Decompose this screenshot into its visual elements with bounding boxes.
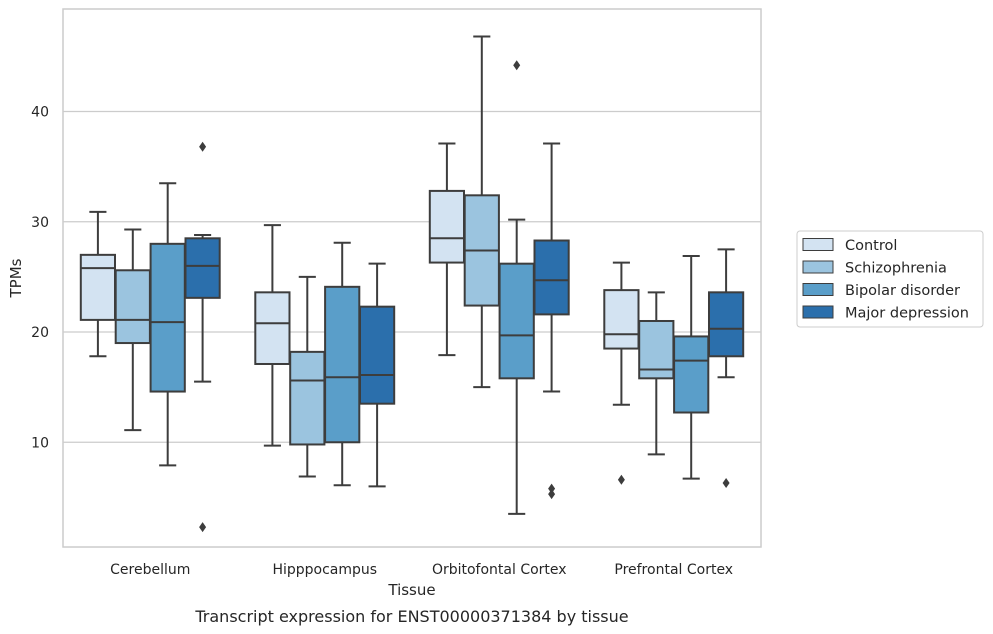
y-tick-label: 30 <box>31 215 49 231</box>
legend-label: Control <box>845 238 897 254</box>
box-iqr <box>498 262 535 380</box>
legend-swatch <box>802 305 834 319</box>
box-iqr <box>184 237 221 299</box>
box-3-3 <box>707 248 745 489</box>
plot-frame <box>62 8 762 548</box>
x-tick-label: Cerebellum <box>110 562 190 578</box>
y-tick-label: 10 <box>31 435 49 451</box>
box-3-2 <box>673 254 710 480</box>
legend-label: Bipolar disorder <box>845 283 960 299</box>
outlier-point <box>513 60 521 71</box>
box-iqr <box>428 189 466 264</box>
box-iqr <box>254 291 291 365</box>
y-tick-label: 20 <box>31 325 49 341</box>
box-1-1 <box>289 275 326 478</box>
box-2-1 <box>463 35 500 389</box>
outlier-point <box>722 478 730 489</box>
legend-swatch <box>802 260 834 274</box>
x-tick-labels: Cerebellum Hipppocampus Orbitofontal Corte… <box>110 562 733 578</box>
box-iqr <box>533 239 570 316</box>
box-iqr <box>324 285 361 444</box>
y-axis-label: TPMs <box>7 258 25 298</box>
box-2-3 <box>533 142 570 500</box>
box-3-0 <box>603 261 640 485</box>
legend: Control Schizophrenia Bipolar disorder Majo… <box>796 230 984 328</box>
y-tick-label: 40 <box>31 105 49 121</box>
y-tick-labels: 10 20 30 40 <box>31 105 49 452</box>
box-iqr <box>114 269 151 345</box>
x-tick-label: Orbitofontal Cortex <box>432 562 567 578</box>
legend-swatch <box>802 238 834 251</box>
x-axis-label: Tissue <box>387 581 435 599</box>
outlier-point <box>617 474 625 485</box>
box-iqr <box>707 291 745 358</box>
box-0-2 <box>149 182 186 467</box>
box-2-0 <box>428 142 466 357</box>
box-1-2 <box>324 241 361 487</box>
box-0-1 <box>114 228 151 432</box>
box-0-3 <box>184 141 221 533</box>
box-iqr <box>289 350 326 446</box>
box-iqr <box>603 289 640 350</box>
x-tick-label: Hipppocampus <box>272 562 377 578</box>
outlier-point <box>199 522 207 533</box>
legend-label: Schizophrenia <box>845 261 947 277</box>
box-0-0 <box>79 210 117 358</box>
outlier-point <box>548 483 556 494</box>
box-iqr <box>149 242 186 393</box>
x-tick-label: Prefrontal Cortex <box>614 562 733 578</box>
outlier-point <box>548 489 556 500</box>
outlier-point <box>199 141 207 152</box>
chart-caption: Transcript expression for ENST0000037138… <box>194 607 628 626</box>
legend-frame <box>796 230 984 328</box>
legend-label: Major depression <box>845 306 969 322</box>
box-iqr <box>79 253 117 321</box>
box-iqr <box>673 335 710 414</box>
box-2-2 <box>498 60 535 515</box>
legend-swatch <box>802 283 834 296</box>
box-groups <box>79 35 745 533</box>
box-1-0 <box>254 224 291 447</box>
box-1-3 <box>358 262 396 488</box>
box-3-1 <box>638 291 675 456</box>
box-iqr <box>358 305 396 405</box>
